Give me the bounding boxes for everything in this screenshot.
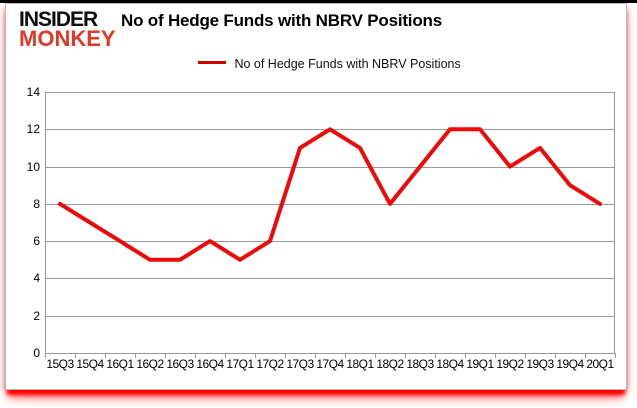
y-axis-label: 4: [33, 271, 40, 286]
logo-insider-text: INSIDER: [19, 8, 98, 31]
x-axis-label: 18Q1: [346, 357, 374, 371]
x-axis-label: 19Q1: [466, 357, 494, 371]
x-axis-label: 15Q4: [76, 357, 104, 371]
x-axis-label: 17Q2: [256, 357, 284, 371]
x-axis-label: 19Q2: [496, 357, 524, 371]
x-axis-label: 17Q4: [316, 357, 344, 371]
logo-monkey-text: MONKEY: [19, 26, 116, 51]
y-axis-label: 0: [33, 346, 40, 360]
x-axis-label: 16Q1: [106, 357, 134, 371]
chart-title: No of Hedge Funds with NBRV Positions: [121, 11, 442, 30]
x-axis-label: 18Q2: [376, 357, 404, 371]
y-axis-label: 8: [33, 196, 40, 211]
x-axis-label: 19Q4: [556, 357, 584, 371]
x-axis-label: 16Q2: [136, 357, 164, 371]
y-axis-label: 14: [26, 85, 40, 99]
x-axis-label: 16Q4: [196, 357, 224, 371]
insider-monkey-logo: INSIDER MONKEY: [19, 9, 116, 50]
legend-line-swatch: [198, 61, 226, 65]
x-axis-label: 16Q3: [166, 357, 194, 371]
data-line-nbrv: [58, 127, 602, 262]
y-axis-label: 2: [33, 308, 40, 323]
legend-label: No of Hedge Funds with NBRV Positions: [234, 56, 461, 71]
x-axis-label: 15Q3: [46, 357, 74, 371]
y-axis-label: 12: [26, 122, 40, 137]
x-axis-label: 18Q4: [436, 357, 464, 371]
x-axis-label: 19Q3: [526, 357, 554, 371]
chart-card: [5, 3, 627, 390]
x-axis-label: 17Q1: [226, 357, 254, 371]
top-border: [0, 0, 637, 3]
y-axis-label: 10: [26, 159, 40, 174]
y-axis-label: 6: [33, 234, 40, 249]
x-axis-label: 17Q3: [286, 357, 314, 371]
legend: No of Hedge Funds with NBRV Positions: [198, 55, 461, 71]
x-axis-label: 18Q3: [406, 357, 434, 371]
x-axis-label: 20Q1: [586, 357, 614, 371]
line-chart-plot-area: [45, 92, 616, 358]
